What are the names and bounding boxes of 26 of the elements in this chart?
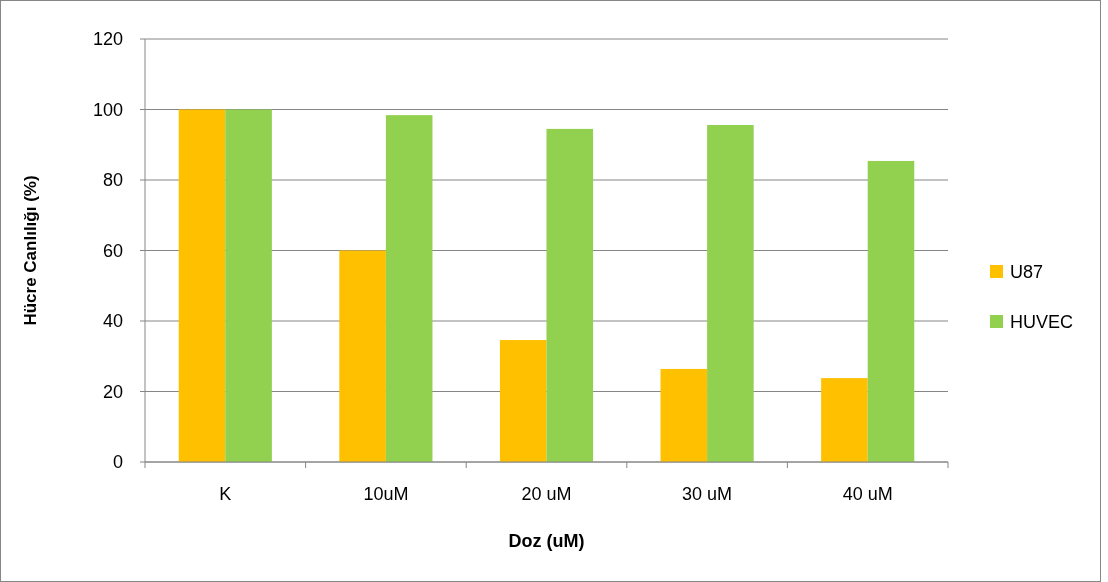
y-tick-label: 20 bbox=[102, 381, 123, 402]
y-tick-label: 100 bbox=[92, 99, 123, 120]
legend-label: HUVEC bbox=[1010, 312, 1074, 333]
x-tick-label: 20 uM bbox=[521, 484, 572, 504]
bar bbox=[225, 109, 272, 462]
x-tick-label: K bbox=[219, 484, 232, 504]
y-axis-title: Hücre Canlılığı (%) bbox=[21, 175, 40, 326]
bar bbox=[339, 250, 386, 462]
y-tick-label: 40 bbox=[102, 311, 123, 332]
bar bbox=[660, 368, 708, 462]
x-axis-title: Doz (uM) bbox=[508, 531, 585, 551]
bar bbox=[707, 125, 754, 462]
x-tick-label: 10uM bbox=[363, 484, 409, 504]
bar bbox=[385, 115, 433, 462]
x-tick-label: 40 uM bbox=[842, 484, 893, 504]
y-tick-label: 80 bbox=[102, 170, 123, 191]
x-tick-label: 30 uM bbox=[682, 484, 733, 504]
bar bbox=[821, 378, 868, 462]
legend-label: U87 bbox=[1010, 262, 1044, 283]
bar bbox=[546, 128, 594, 462]
bar bbox=[178, 109, 226, 462]
y-tick-label: 60 bbox=[102, 240, 123, 261]
y-tick-label: 0 bbox=[112, 452, 123, 473]
bar bbox=[867, 160, 915, 462]
y-tick-label: 120 bbox=[92, 29, 123, 50]
bar bbox=[499, 340, 547, 462]
